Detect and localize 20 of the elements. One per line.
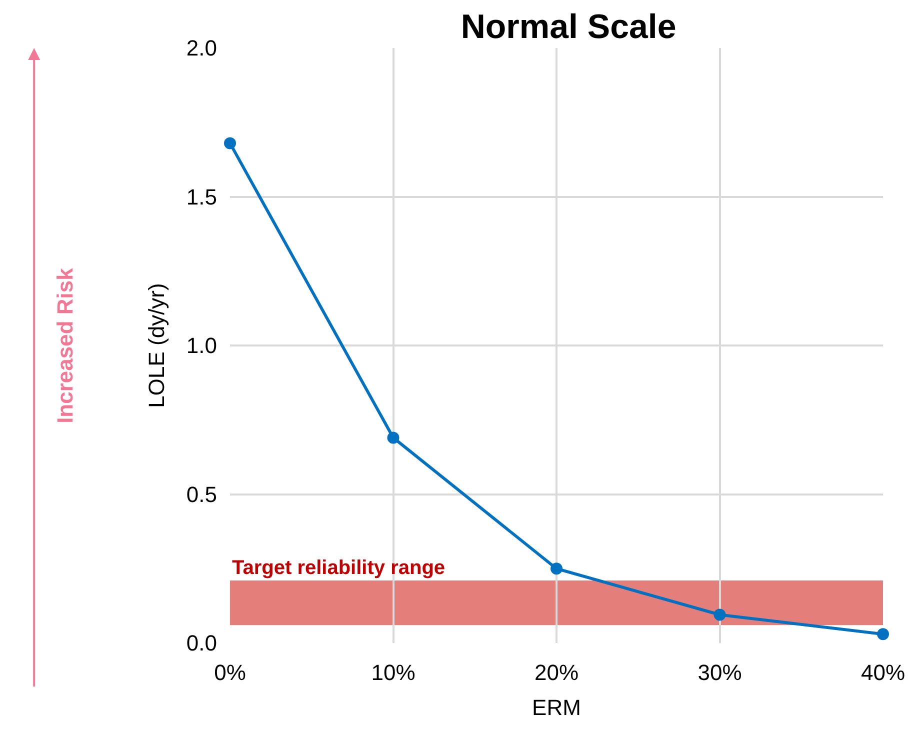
chart-title: Normal Scale	[460, 8, 676, 46]
point	[877, 628, 889, 640]
point	[714, 608, 726, 621]
x-tick-label: 40%	[860, 660, 906, 685]
x-tick-label: 0%	[214, 660, 246, 685]
point	[387, 432, 400, 444]
point	[550, 562, 562, 575]
y-tick-label: 0.0	[186, 630, 217, 656]
point	[224, 137, 236, 150]
x-tick-label: 10%	[371, 660, 416, 685]
text: Increased Risk	[52, 267, 78, 424]
y-tick-label: 0.5	[186, 482, 217, 507]
x-axis-title: ERM	[532, 694, 581, 720]
y-axis-title: LOLE (dy/yr)	[144, 283, 170, 408]
x-tick-label: 20%	[534, 660, 579, 685]
band-label: Target reliability range	[232, 557, 446, 579]
x-tick-label: 30%	[698, 660, 742, 685]
y-tick-label: 2.0	[186, 36, 217, 61]
y-tick-label: 1.5	[186, 184, 217, 210]
y-tick-label: 1.0	[186, 333, 217, 358]
